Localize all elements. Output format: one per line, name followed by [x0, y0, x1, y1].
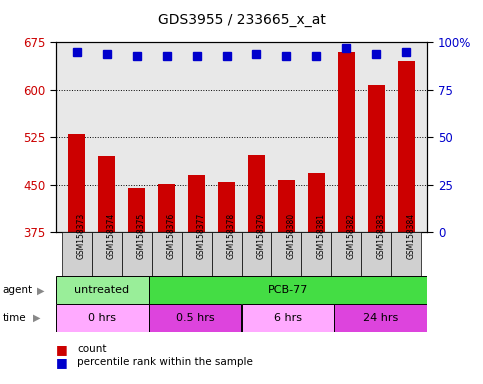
Bar [301, 232, 331, 276]
Text: 0.5 hrs: 0.5 hrs [176, 313, 214, 323]
Bar [334, 304, 427, 332]
Bar [368, 85, 385, 384]
Text: untreated: untreated [74, 285, 129, 295]
Text: percentile rank within the sample: percentile rank within the sample [77, 358, 253, 367]
Text: GSM158380: GSM158380 [286, 213, 296, 259]
Text: GSM158378: GSM158378 [227, 213, 236, 259]
Text: count: count [77, 344, 107, 354]
Text: GSM158373: GSM158373 [76, 213, 85, 259]
Bar [152, 232, 182, 276]
Text: GSM158384: GSM158384 [407, 213, 415, 259]
Bar [128, 188, 145, 384]
Text: GSM158374: GSM158374 [107, 213, 115, 259]
Text: GSM158381: GSM158381 [316, 213, 326, 259]
Bar [92, 232, 122, 276]
Text: GSM158377: GSM158377 [197, 213, 205, 259]
Text: PCB-77: PCB-77 [268, 285, 308, 295]
Bar [278, 180, 295, 384]
Bar [158, 184, 175, 384]
Bar [188, 175, 205, 384]
Bar [242, 232, 271, 276]
Bar [61, 232, 92, 276]
Bar [56, 304, 149, 332]
Text: ▶: ▶ [33, 313, 41, 323]
Text: ■: ■ [56, 343, 67, 356]
Text: GSM158383: GSM158383 [376, 213, 385, 259]
Bar [242, 304, 334, 332]
Bar [361, 232, 391, 276]
Bar [212, 232, 242, 276]
Text: GSM158379: GSM158379 [256, 213, 266, 259]
Text: ▶: ▶ [37, 285, 45, 295]
Bar [98, 156, 115, 384]
Bar [56, 276, 149, 304]
Bar [331, 232, 361, 276]
Bar [149, 276, 427, 304]
Bar [182, 232, 212, 276]
Bar [338, 52, 355, 384]
Text: GSM158382: GSM158382 [346, 213, 355, 259]
Text: GSM158376: GSM158376 [167, 213, 175, 259]
Bar [122, 232, 152, 276]
Bar [398, 61, 415, 384]
Text: ■: ■ [56, 356, 67, 369]
Bar [149, 304, 242, 332]
Bar [248, 155, 265, 384]
Text: 6 hrs: 6 hrs [274, 313, 302, 323]
Text: 24 hrs: 24 hrs [363, 313, 398, 323]
Text: 0 hrs: 0 hrs [88, 313, 116, 323]
Bar [308, 174, 325, 384]
Bar [218, 182, 235, 384]
Text: GSM158375: GSM158375 [137, 213, 145, 259]
Text: GDS3955 / 233665_x_at: GDS3955 / 233665_x_at [157, 13, 326, 27]
Bar [271, 232, 301, 276]
Bar [68, 134, 85, 384]
Text: time: time [2, 313, 26, 323]
Text: agent: agent [2, 285, 32, 295]
Bar [391, 232, 422, 276]
